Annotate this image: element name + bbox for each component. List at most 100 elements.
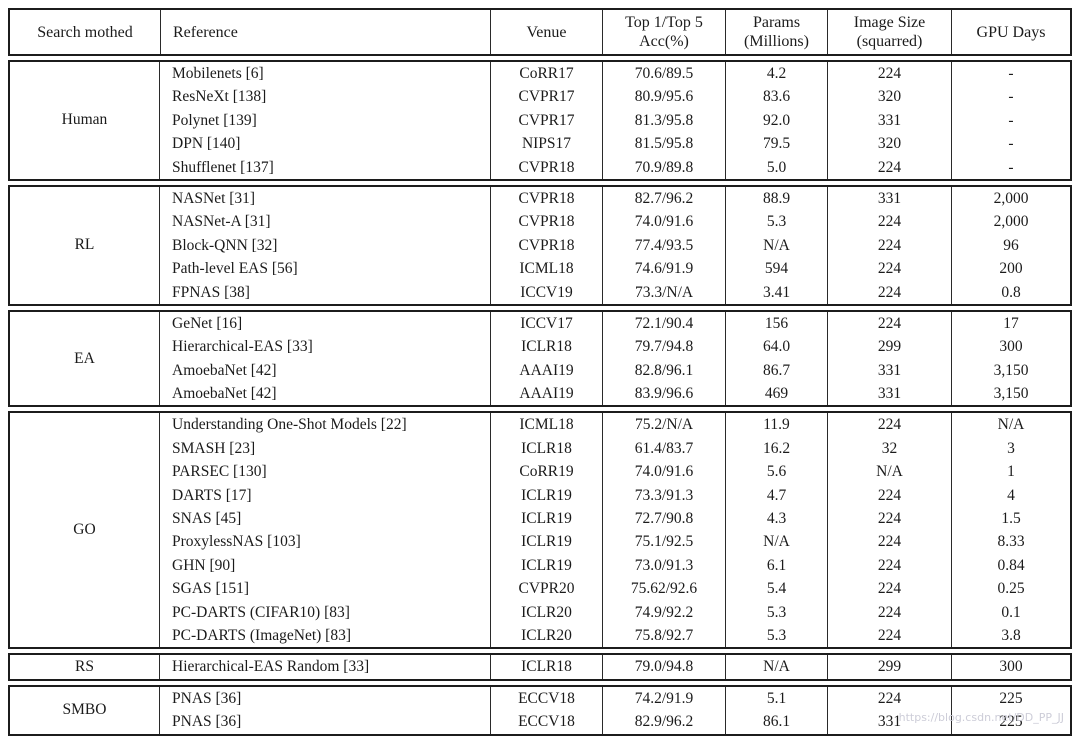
accuracy-cell: 79.7/94.8 <box>602 335 725 359</box>
table-row: Shufflenet [137] CVPR18 70.9/89.8 5.0 224- <box>160 155 1070 179</box>
table-row: FPNAS [38] ICCV19 73.3/N/A 3.41 224 0.8 <box>160 280 1070 304</box>
method-group-rs: RS Hierarchical-EAS Random [33] ICLR18 79.0… <box>8 653 1072 681</box>
image-size-cell: 320 <box>827 132 951 156</box>
image-size-cell: 224 <box>827 577 951 601</box>
gpu-days-cell: 225 <box>951 710 1070 734</box>
venue-cell: ICLR18 <box>490 436 602 461</box>
accuracy-cell: 74.2/91.9 <box>602 686 725 711</box>
reference-cell: PARSEC [130] <box>172 463 267 481</box>
search-method-label: EA <box>10 311 160 406</box>
accuracy-cell: 82.7/96.2 <box>602 186 725 211</box>
search-method-label: SMBO <box>10 686 160 734</box>
accuracy-cell: 75.62/92.6 <box>602 577 725 601</box>
venue-cell: CVPR18 <box>490 186 602 211</box>
table-body-groups: Human Mobilenets [6] CoRR17 70.6/89.5 4.2 224… <box>8 60 1072 736</box>
accuracy-cell: 73.3/N/A <box>602 280 725 304</box>
params-cell: N/A <box>725 655 827 679</box>
venue-cell: ICML18 <box>490 413 602 437</box>
gpu-days-cell: 3 <box>951 436 1070 461</box>
venue-cell: CoRR19 <box>490 460 602 484</box>
image-size-cell: 331 <box>827 710 951 734</box>
reference-cell: SMASH [23] <box>172 439 256 457</box>
image-size-cell: 224 <box>827 311 951 336</box>
table-row: NASNet-A [31] CVPR18 74.0/91.6 5.3 224 2,000 <box>160 210 1070 234</box>
params-cell: 5.4 <box>725 577 827 601</box>
table-row: SGAS [151] CVPR20 75.62/92.6 5.4 224 0.25 <box>160 577 1070 601</box>
gpu-days-cell: - <box>951 85 1070 109</box>
search-method-label: RS <box>10 655 160 679</box>
image-size-cell: 224 <box>827 62 951 86</box>
reference-cell: SGAS [151] <box>172 580 250 598</box>
table-row: Hierarchical-EAS [33] ICLR18 79.7/94.8 64.0… <box>160 335 1070 359</box>
gpu-days-cell: 0.25 <box>951 577 1070 601</box>
params-cell: 4.7 <box>725 483 827 508</box>
gpu-days-cell: 300 <box>951 655 1070 679</box>
venue-cell: CVPR20 <box>490 577 602 601</box>
venue-cell: CVPR17 <box>490 85 602 109</box>
table-row: Block-QNN [32] CVPR18 77.4/93.5 N/A 224 96 <box>160 233 1070 258</box>
table-row: Mobilenets [6] CoRR17 70.6/89.5 4.2 224- <box>160 62 1070 86</box>
reference-cell: Path-level EAS [56] <box>172 260 298 278</box>
params-cell: 5.3 <box>725 600 827 624</box>
gpu-days-cell: - <box>951 108 1070 133</box>
venue-cell: ICLR20 <box>490 623 602 648</box>
search-method-label: GO <box>10 413 160 648</box>
accuracy-cell: 61.4/83.7 <box>602 436 725 461</box>
accuracy-cell: 74.0/91.6 <box>602 460 725 484</box>
image-size-cell: N/A <box>827 460 951 484</box>
image-size-cell: 224 <box>827 413 951 437</box>
params-cell: 5.1 <box>725 686 827 711</box>
venue-cell: ICCV19 <box>490 280 602 304</box>
accuracy-cell: 82.9/96.2 <box>602 710 725 734</box>
gpu-days-cell: 0.8 <box>951 280 1070 304</box>
venue-cell: ICLR19 <box>490 483 602 508</box>
gpu-days-cell: 3,150 <box>951 382 1070 406</box>
venue-cell: ICLR19 <box>490 507 602 531</box>
image-size-cell: 224 <box>827 483 951 508</box>
col-header-reference: Reference <box>160 10 490 54</box>
accuracy-cell: 79.0/94.8 <box>602 655 725 679</box>
params-cell: 4.3 <box>725 507 827 531</box>
reference-cell: Block-QNN [32] <box>172 236 278 254</box>
reference-cell: Understanding One-Shot Models [22] <box>172 416 407 434</box>
image-size-cell: 331 <box>827 186 951 211</box>
reference-cell: PC-DARTS (ImageNet) [83] <box>172 626 352 644</box>
params-cell: 156 <box>725 311 827 336</box>
table-row: Hierarchical-EAS Random [33] ICLR18 79.0/9… <box>160 655 1070 679</box>
params-cell: 5.0 <box>725 155 827 179</box>
method-group-go: GO Understanding One-Shot Models [22] ICML… <box>8 411 1072 650</box>
accuracy-cell: 83.9/96.6 <box>602 382 725 406</box>
table-row: NASNet [31] CVPR18 82.7/96.2 88.9 331 2,000 <box>160 186 1070 211</box>
accuracy-cell: 82.8/96.1 <box>602 358 725 383</box>
image-size-cell: 224 <box>827 233 951 258</box>
venue-cell: CVPR18 <box>490 233 602 258</box>
nas-comparison-table: Search mothed Reference Venue Top 1/Top … <box>8 8 1072 737</box>
group-rows: Understanding One-Shot Models [22] ICML18… <box>160 413 1070 648</box>
venue-cell: CVPR17 <box>490 108 602 133</box>
reference-cell: PC-DARTS (CIFAR10) [83] <box>172 603 350 621</box>
venue-cell: ECCV18 <box>490 710 602 734</box>
image-size-cell: 299 <box>827 335 951 359</box>
gpu-days-cell: 0.1 <box>951 600 1070 624</box>
params-cell: 3.41 <box>725 280 827 304</box>
gpu-days-cell: 8.33 <box>951 530 1070 554</box>
reference-cell: GeNet [16] <box>172 314 243 332</box>
accuracy-cell: 74.6/91.9 <box>602 257 725 281</box>
venue-cell: ICLR19 <box>490 553 602 578</box>
table-row: AmoebaNet [42] AAAI19 82.8/96.1 86.7 331 3,15… <box>160 358 1070 383</box>
venue-cell: AAAI19 <box>490 382 602 406</box>
table-row: GHN [90] ICLR19 73.0/91.3 6.1 224 0.84 <box>160 553 1070 578</box>
image-size-cell: 224 <box>827 530 951 554</box>
col-header-gpu-days: GPU Days <box>951 10 1070 54</box>
table-header: Search mothed Reference Venue Top 1/Top … <box>8 8 1072 56</box>
search-method-label: RL <box>10 186 160 304</box>
reference-cell: Polynet [139] <box>172 111 257 129</box>
gpu-days-cell: 300 <box>951 335 1070 359</box>
image-size-cell: 320 <box>827 85 951 109</box>
table-row: Path-level EAS [56] ICML18 74.6/91.9 594 224… <box>160 257 1070 281</box>
col-header-accuracy: Top 1/Top 5 Acc(%) <box>602 10 725 54</box>
accuracy-cell: 81.5/95.8 <box>602 132 725 156</box>
image-size-cell: 299 <box>827 655 951 679</box>
venue-cell: AAAI19 <box>490 358 602 383</box>
